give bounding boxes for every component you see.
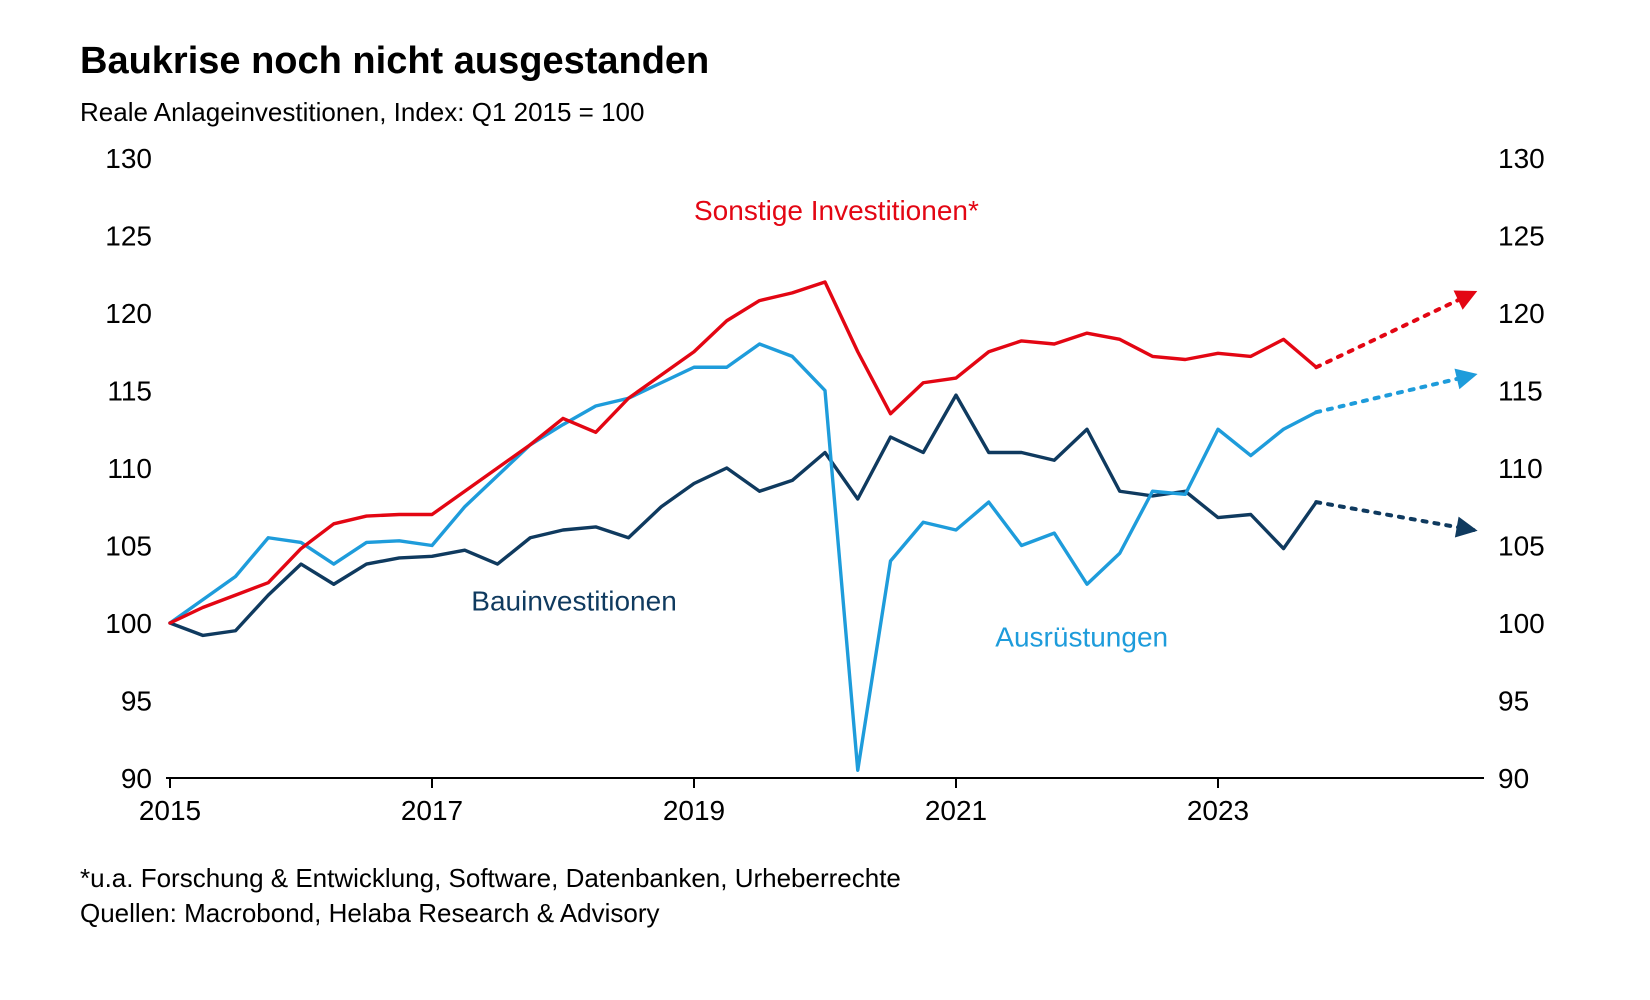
y-tick-left: 125 — [105, 221, 152, 252]
y-tick-left: 115 — [107, 376, 152, 407]
y-tick-right: 115 — [1498, 376, 1543, 407]
y-tick-left: 95 — [121, 686, 152, 717]
chart-footnote: *u.a. Forschung & Entwicklung, Software,… — [80, 861, 1570, 931]
x-tick: 2017 — [401, 795, 463, 826]
y-tick-right: 90 — [1498, 763, 1529, 794]
line-chart-svg: 90 90 95 95 100 100 105 105 110 110 115 115 120 120 12… — [80, 138, 1570, 838]
y-tick-left: 110 — [107, 453, 152, 484]
chart-subtitle: Reale Anlageinvestitionen, Index: Q1 201… — [80, 97, 1570, 128]
x-tick: 2015 — [139, 795, 201, 826]
y-tick-right: 110 — [1498, 453, 1543, 484]
y-tick-left: 100 — [105, 608, 152, 639]
x-tick: 2023 — [1187, 795, 1249, 826]
series-ausruestungen-forecast — [1316, 375, 1473, 412]
y-tick-right: 130 — [1498, 143, 1545, 174]
series-label-ausruestungen: Ausrüstungen — [995, 621, 1168, 652]
y-tick-right: 125 — [1498, 221, 1545, 252]
plot-area: 90 90 95 95 100 100 105 105 110 110 115 115 120 120 12… — [80, 138, 1570, 843]
y-tick-left: 105 — [105, 531, 152, 562]
y-tick-left: 130 — [105, 143, 152, 174]
series-label-sonstige: Sonstige Investitionen* — [694, 195, 979, 226]
chart-title: Baukrise noch nicht ausgestanden — [80, 40, 1570, 83]
y-tick-left: 120 — [105, 298, 152, 329]
footnote-line-2: Quellen: Macrobond, Helaba Research & Ad… — [80, 896, 1570, 931]
footnote-line-1: *u.a. Forschung & Entwicklung, Software,… — [80, 861, 1570, 896]
series-label-bau: Bauinvestitionen — [471, 586, 676, 617]
series-sonstige-forecast — [1316, 293, 1473, 367]
x-tick: 2021 — [925, 795, 987, 826]
chart-container: Baukrise noch nicht ausgestanden Reale A… — [80, 40, 1570, 960]
y-tick-right: 95 — [1498, 686, 1529, 717]
series-bau — [170, 395, 1316, 635]
series-bau-forecast — [1316, 502, 1473, 530]
series-ausruestungen — [170, 344, 1316, 770]
y-tick-right: 100 — [1498, 608, 1545, 639]
y-tick-right: 120 — [1498, 298, 1545, 329]
y-tick-left: 90 — [121, 763, 152, 794]
series-sonstige — [170, 282, 1316, 623]
y-tick-right: 105 — [1498, 531, 1545, 562]
x-tick: 2019 — [663, 795, 725, 826]
